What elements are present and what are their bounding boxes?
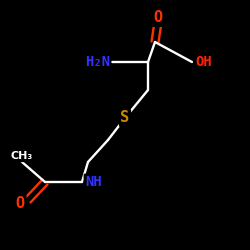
Text: CH₃: CH₃ (11, 151, 33, 161)
Text: OH: OH (195, 55, 212, 69)
Text: O: O (16, 196, 25, 210)
Text: S: S (120, 110, 130, 126)
Text: O: O (154, 10, 162, 26)
Text: H₂N: H₂N (85, 55, 110, 69)
Text: NH: NH (85, 175, 102, 189)
